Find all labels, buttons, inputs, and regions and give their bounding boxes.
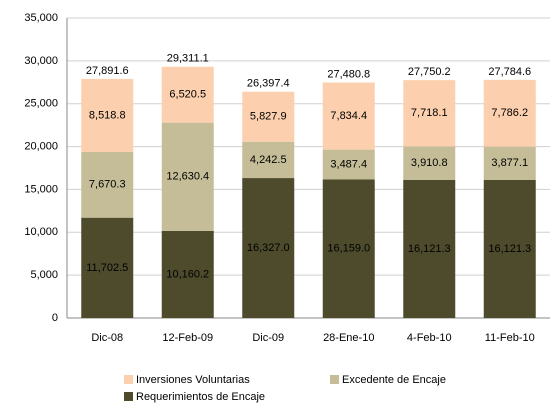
total-label: 27,784.6	[488, 66, 531, 78]
bar-segment	[322, 149, 375, 180]
bar-segment	[161, 230, 214, 318]
legend-label: Requerimientos de Encaje	[136, 391, 265, 403]
value-label: 7,718.1	[411, 107, 448, 119]
bar-segment	[161, 66, 214, 123]
y-tick-label: 20,000	[24, 140, 58, 152]
y-tick-label: 5,000	[30, 269, 58, 281]
bar-segment	[242, 91, 295, 142]
legend-swatch	[124, 375, 133, 384]
bar-segment	[81, 151, 134, 218]
y-tick-label: 15,000	[24, 183, 58, 195]
bar-segment	[161, 122, 214, 231]
bar-segment	[483, 179, 536, 318]
x-tick-label: 4-Feb-10	[407, 332, 452, 344]
value-label: 16,159.0	[327, 243, 370, 255]
bar-segment	[322, 179, 375, 318]
bar-segment	[322, 82, 375, 150]
bar-segment	[403, 80, 456, 147]
value-label: 11,702.5	[86, 262, 128, 274]
value-label: 3,877.1	[491, 157, 528, 169]
y-tick-label: 25,000	[24, 98, 58, 110]
value-label: 16,121.3	[488, 243, 531, 255]
value-label: 12,630.4	[166, 171, 209, 183]
value-label: 7,670.3	[89, 179, 126, 191]
value-label: 3,487.4	[330, 158, 367, 170]
x-tick-label: Dic-09	[252, 332, 284, 344]
y-tick-label: 0	[52, 312, 58, 324]
value-label: 16,121.3	[408, 243, 451, 255]
y-tick-label: 30,000	[24, 55, 58, 67]
bar-segment	[403, 146, 456, 180]
value-label: 3,910.8	[411, 157, 448, 169]
y-tick-label: 35,000	[24, 12, 58, 24]
value-label: 10,160.2	[166, 268, 209, 280]
y-tick-label: 10,000	[24, 226, 58, 238]
legend-label: Excedente de Encaje	[342, 374, 446, 386]
value-label: 7,834.4	[330, 110, 367, 122]
value-label: 5,827.9	[250, 111, 287, 123]
total-label: 27,891.6	[86, 65, 129, 77]
bar-segment	[483, 146, 536, 180]
legend-swatch	[330, 375, 339, 384]
value-label: 6,520.5	[169, 89, 206, 101]
x-tick-label: 28-Ene-10	[323, 332, 374, 344]
total-label: 27,480.8	[327, 68, 370, 80]
total-label: 29,311.1	[167, 53, 209, 65]
value-label: 7,786.2	[491, 107, 528, 119]
bar-segment	[403, 179, 456, 318]
bar-segment	[81, 217, 134, 318]
legend-label: Inversiones Voluntarias	[136, 374, 250, 386]
legend-swatch	[124, 392, 133, 401]
x-tick-label: Dic-08	[91, 332, 123, 344]
value-label: 16,327.0	[247, 242, 290, 254]
value-label: 4,242.5	[250, 154, 287, 166]
bar-segment	[81, 78, 134, 152]
total-label: 26,397.4	[247, 78, 290, 90]
bar-segment	[242, 178, 295, 318]
value-label: 8,518.8	[89, 109, 126, 121]
total-label: 27,750.2	[408, 66, 451, 78]
bar-segment	[242, 141, 295, 179]
x-tick-label: 11-Feb-10	[485, 332, 535, 344]
bar-segment	[483, 79, 536, 147]
x-tick-label: 12-Feb-09	[162, 332, 213, 344]
